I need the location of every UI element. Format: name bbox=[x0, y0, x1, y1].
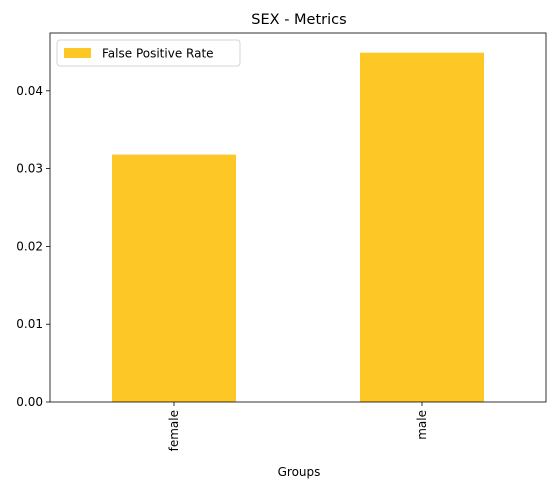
plot-area: female male 0.00 0.01 0.02 0.03 0.04 bbox=[16, 32, 547, 451]
legend-box bbox=[56, 39, 241, 67]
x-tick-label-female: female bbox=[167, 410, 181, 451]
legend: False Positive Rate bbox=[56, 39, 241, 67]
axes-frame bbox=[49, 32, 547, 403]
legend-label: False Positive Rate bbox=[102, 47, 214, 61]
y-tick-label: 0.01 bbox=[16, 317, 43, 331]
legend-swatch bbox=[64, 48, 91, 58]
x-tick-label-male: male bbox=[415, 410, 429, 440]
y-tick-label: 0.04 bbox=[16, 84, 43, 98]
bar-male bbox=[360, 52, 484, 403]
y-tick-label: 0.00 bbox=[16, 395, 43, 409]
bar-female bbox=[112, 154, 236, 402]
chart-title: SEX - Metrics bbox=[251, 12, 346, 28]
y-tick-label: 0.02 bbox=[16, 239, 43, 253]
y-tick-label: 0.03 bbox=[16, 162, 43, 176]
x-axis-label: Groups bbox=[278, 465, 321, 479]
